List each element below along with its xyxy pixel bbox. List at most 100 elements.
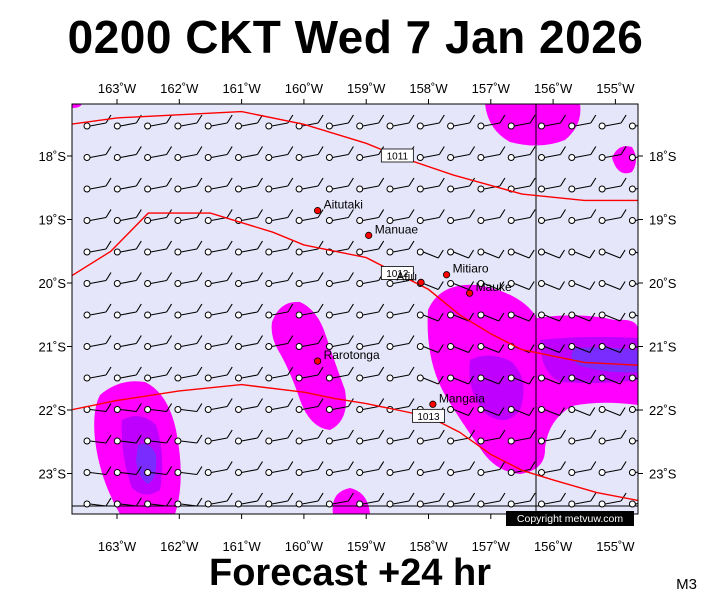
longitude-label: 159˚W <box>347 81 386 96</box>
longitude-label: 156˚W <box>534 81 573 96</box>
wind-barb-feather <box>590 146 597 155</box>
wind-barb-feather <box>347 240 354 250</box>
wind-barb-feather <box>590 429 597 439</box>
wind-barb-feather <box>651 178 656 186</box>
wind-barb-feather <box>468 344 475 353</box>
wind-barb-station <box>144 500 152 508</box>
wind-barb-feather <box>105 146 112 155</box>
wind-barb-feather <box>589 407 596 416</box>
wind-barb-station <box>507 248 515 256</box>
wind-barb-shaft <box>604 377 621 385</box>
wind-barb-feather <box>408 209 415 218</box>
wind-barb-feather <box>166 434 173 444</box>
wind-barb-feather <box>408 461 415 470</box>
wind-barb-feather <box>317 272 324 281</box>
wind-barb-shaft <box>423 437 440 442</box>
wind-barb-station <box>356 374 364 382</box>
longitude-label: 163˚W <box>98 81 137 96</box>
wind-barb-shaft <box>544 153 561 159</box>
wind-barb-feather <box>499 492 506 502</box>
wind-barb-feather <box>619 375 626 385</box>
wind-barb-shaft <box>271 374 288 379</box>
wind-barb-shaft <box>271 153 288 159</box>
wind-barb-shaft <box>544 282 560 291</box>
wind-barb-feather <box>226 146 233 155</box>
wind-barb-feather <box>620 209 627 218</box>
wind-barb-station <box>386 500 394 508</box>
wind-barb-feather <box>378 492 385 502</box>
wind-barb-feather <box>196 466 203 475</box>
wind-barb-shaft <box>211 374 228 379</box>
wind-barb-shaft <box>150 408 167 413</box>
latitude-label: 18˚S <box>39 149 67 164</box>
wind-barb-station <box>538 217 545 224</box>
wind-barb-shaft <box>180 471 197 476</box>
wind-barb-station <box>477 343 485 350</box>
wind-barb-shaft <box>514 500 531 505</box>
wind-barb-station <box>295 311 303 319</box>
wind-barb-station <box>416 154 424 161</box>
wind-barb-shaft <box>483 185 501 190</box>
wind-barb-station <box>447 217 455 224</box>
axis-labels: 163˚W 163˚W 162˚W 162˚W 161˚W 161˚W 160˚W 160˚W… <box>39 81 677 554</box>
wind-barb-station <box>204 469 212 476</box>
wind-barb-shaft <box>423 282 439 291</box>
wind-barb-shaft <box>301 216 319 222</box>
wind-barb-shaft <box>89 503 107 507</box>
wind-barb-station <box>538 122 545 130</box>
wind-barb-station <box>477 248 485 256</box>
wind-barb-station <box>235 374 242 382</box>
wind-barb-shaft <box>574 122 591 127</box>
wind-barb-feather <box>559 375 565 385</box>
wind-barb-station <box>598 406 606 413</box>
wind-barb-shaft <box>89 342 107 348</box>
wind-barb-station <box>628 154 636 161</box>
wind-barb-shaft <box>483 437 501 442</box>
island-marker <box>314 357 322 365</box>
rain-layer <box>72 104 638 514</box>
wind-barb-feather <box>317 461 324 470</box>
wind-barb-station <box>568 122 576 130</box>
wind-barb-feather <box>287 366 294 376</box>
wind-barb-station <box>477 154 485 161</box>
wind-barb-feather <box>469 492 476 502</box>
wind-barb-station <box>386 122 394 130</box>
wind-barb-shaft <box>604 408 621 417</box>
wind-barb-feather <box>257 366 263 376</box>
wind-barb-station <box>386 469 394 476</box>
wind-barb-shaft <box>574 216 591 222</box>
wind-barb-feather <box>589 344 596 353</box>
wind-barb-station <box>386 248 394 256</box>
wind-barb-shaft <box>544 500 561 505</box>
wind-barb-shaft <box>301 311 319 316</box>
wind-barb-station <box>83 343 91 350</box>
wind-barb-shaft <box>544 437 561 442</box>
wind-barb-station <box>598 154 606 161</box>
wind-barb-shaft <box>150 185 167 190</box>
wind-barb-feather <box>166 403 173 412</box>
wind-barb-station <box>265 406 273 413</box>
wind-barb-shaft <box>513 251 530 259</box>
wind-barb-station <box>204 374 212 382</box>
wind-barb-station <box>356 154 364 161</box>
wind-barb-shaft <box>150 471 167 476</box>
latitude-label: 20˚S <box>39 276 67 291</box>
wind-barb-feather <box>437 249 444 259</box>
wind-barb-shaft <box>120 408 137 413</box>
wind-barb-feather <box>166 272 173 281</box>
wind-barb-station <box>416 122 424 130</box>
wind-barb-station <box>265 469 273 476</box>
wind-barb-station <box>447 406 455 413</box>
wind-barb-shaft <box>120 503 137 507</box>
svg-text:1011: 1011 <box>387 152 409 163</box>
wind-barb-station <box>113 185 121 193</box>
wind-barb-shaft <box>120 471 137 476</box>
wind-barb-shaft <box>211 248 228 253</box>
wind-barb-feather <box>499 114 506 124</box>
wind-barb-station <box>507 311 515 319</box>
rain-area <box>612 146 636 174</box>
wind-barb-shaft <box>423 185 440 190</box>
longitude-label: 160˚W <box>285 539 324 554</box>
wind-barb-shaft <box>301 437 319 442</box>
